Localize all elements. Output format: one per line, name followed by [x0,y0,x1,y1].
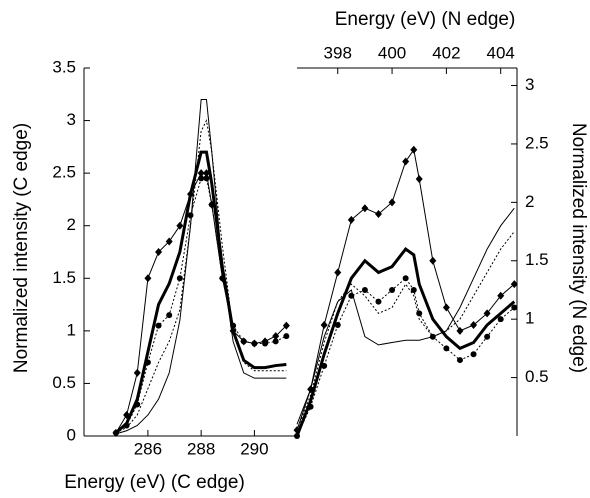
y-tick-label: 2 [67,215,76,234]
series-line [295,247,516,437]
marker [429,256,437,265]
marker [144,359,151,366]
marker [361,286,368,293]
marker [484,333,491,340]
x-tick-label: 290 [240,439,268,458]
marker [511,304,518,311]
y-tick-label: 1 [67,320,76,339]
y-tick-label: 2.5 [525,133,549,152]
marker [272,332,280,341]
marker [187,190,194,199]
marker [218,274,226,283]
x-tick-label: 400 [378,43,406,62]
marker [320,321,328,330]
marker [134,401,141,408]
marker [261,337,269,346]
marker [497,291,505,300]
y-tick-label: 1 [525,309,534,328]
marker [229,326,237,335]
marker [202,169,210,178]
marker [497,316,504,323]
marker [293,426,301,435]
marker [388,198,396,207]
marker [374,210,382,219]
y-axis-label: Normalized intensity (N edge) [568,123,589,373]
marker [415,174,423,183]
series-line [115,118,287,434]
marker [144,274,152,283]
y-tick-label: 3 [525,75,534,94]
marker [283,333,290,340]
marker [510,280,518,289]
marker [456,326,464,335]
marker [470,321,478,330]
marker [282,321,290,330]
x-tick-label: 288 [187,439,215,458]
marker [389,286,396,293]
marker [176,221,184,230]
y-axis-label: Normalized intensity (C edge) [11,123,32,373]
marker [429,333,436,340]
x-axis-label: Energy (eV) (C edge) [64,472,245,493]
marker [456,357,463,364]
y-tick-label: 3.5 [52,57,76,76]
marker [307,403,314,410]
marker [272,338,279,345]
marker [347,215,355,224]
marker [307,385,315,394]
y-tick-label: 0.5 [525,367,549,386]
x-tick-label: 402 [432,43,460,62]
y-tick-label: 2 [525,192,534,211]
marker [334,322,341,329]
marker [402,157,410,166]
marker [321,362,328,369]
marker [402,275,409,282]
marker [133,368,141,377]
marker [410,286,417,293]
marker [208,200,216,209]
series-line [296,207,515,425]
marker [361,204,369,213]
marker [123,422,130,429]
marker [123,410,131,419]
series-line [115,99,287,435]
marker [348,292,355,299]
marker [294,433,300,439]
marker [112,428,120,437]
x-axis-label: Energy (eV) (N edge) [335,9,516,30]
marker [416,310,423,317]
marker [410,145,418,154]
marker [240,337,248,346]
x-tick-label: 398 [324,43,352,62]
marker [375,298,382,305]
marker [165,237,173,246]
marker [187,212,194,219]
y-tick-label: 3 [67,110,76,129]
series-line [296,277,515,437]
marker [443,345,450,352]
y-tick-label: 2.5 [52,163,76,182]
marker [250,339,258,348]
x-tick-label: 404 [487,43,515,62]
x-tick-label: 286 [134,439,162,458]
marker [470,351,477,358]
marker [197,169,205,178]
series-line [114,150,287,434]
series-line [115,172,287,434]
marker [155,322,162,329]
marker [155,248,163,256]
marker [442,303,450,312]
y-tick-label: 1.5 [525,250,549,269]
marker [334,268,342,277]
marker [166,312,173,319]
series-line [115,177,287,434]
y-tick-label: 0.5 [52,373,76,392]
series-line [296,148,515,431]
y-tick-label: 0 [67,425,76,444]
marker [483,309,491,318]
marker [176,275,183,282]
y-tick-label: 1.5 [52,268,76,287]
